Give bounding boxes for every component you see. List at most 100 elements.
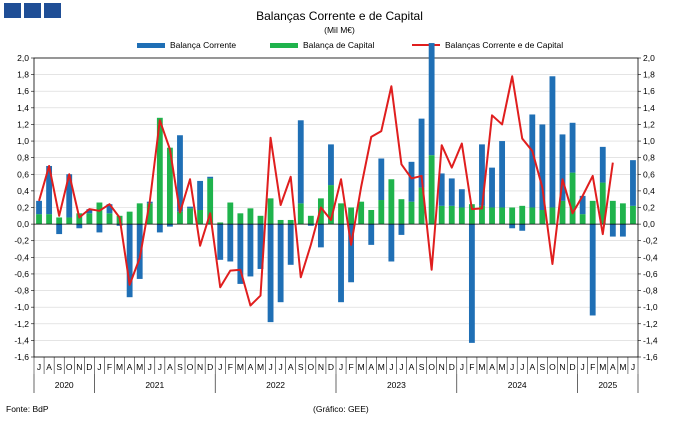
bar-balanca-capital bbox=[187, 208, 193, 225]
line-balancas-corrente-capital bbox=[38, 75, 614, 307]
bar-balanca-corrente bbox=[277, 224, 284, 303]
y-tick-label-right: -0,8 bbox=[643, 286, 658, 296]
bar-balanca-corrente bbox=[448, 178, 455, 206]
x-month-label: S bbox=[298, 362, 304, 372]
x-month-label: J bbox=[268, 362, 272, 372]
y-tick-label-left: 1,2 bbox=[17, 119, 29, 129]
bar-balanca-capital bbox=[368, 209, 375, 225]
y-tick-label-right: -1,2 bbox=[643, 319, 658, 329]
y-tick-label-left: 1,6 bbox=[17, 86, 29, 96]
bar-balanca-corrente bbox=[197, 180, 204, 210]
bar-balanca-capital bbox=[468, 204, 475, 225]
x-month-label: N bbox=[559, 362, 565, 372]
x-year-label: 2022 bbox=[266, 380, 285, 390]
legend-label-corrente: Balança Corrente bbox=[170, 40, 237, 50]
bar-balanca-capital bbox=[136, 203, 143, 225]
y-tick-label-right: 0,4 bbox=[643, 186, 655, 196]
bar-balanca-corrente bbox=[76, 224, 83, 229]
logo-block-3 bbox=[44, 3, 61, 18]
bar-balanca-corrente bbox=[479, 144, 485, 206]
x-month-label: N bbox=[318, 362, 324, 372]
bar-balanca-corrente bbox=[468, 224, 475, 343]
y-tick-label-left: 0,4 bbox=[17, 186, 29, 196]
bar-balanca-capital bbox=[398, 199, 405, 225]
bar-balanca-capital bbox=[197, 209, 204, 225]
bar-balanca-corrente bbox=[227, 224, 234, 262]
x-month-label: O bbox=[187, 362, 194, 372]
bar-balanca-corrente bbox=[428, 43, 435, 156]
bar-balanca-capital bbox=[56, 217, 63, 225]
x-month-label: A bbox=[409, 362, 415, 372]
bar-balanca-capital bbox=[287, 219, 294, 225]
bar-balanca-corrente bbox=[86, 209, 93, 214]
bar-balanca-capital bbox=[126, 211, 133, 225]
bar-balanca-corrente bbox=[247, 224, 254, 277]
x-year-label: 2025 bbox=[598, 380, 617, 390]
bar-balanca-corrente bbox=[287, 224, 294, 265]
bar-balanca-corrente bbox=[348, 224, 355, 283]
x-month-label: O bbox=[549, 362, 556, 372]
x-month-label: A bbox=[127, 362, 133, 372]
y-tick-label-right: 1,4 bbox=[643, 103, 655, 113]
bar-balanca-corrente bbox=[619, 224, 626, 237]
bar-balanca-corrente bbox=[509, 224, 516, 229]
y-tick-label-left: -0,2 bbox=[14, 236, 29, 246]
y-tick-label-left: -1,4 bbox=[14, 335, 29, 345]
y-tick-label-right: 0,6 bbox=[643, 169, 655, 179]
x-month-label: J bbox=[399, 362, 403, 372]
y-tick-label-left: 0,0 bbox=[17, 219, 29, 229]
bar-balanca-capital bbox=[328, 185, 334, 225]
bar-balanca-corrente bbox=[549, 76, 556, 208]
y-tick-label-right: 1,8 bbox=[643, 70, 655, 80]
bar-balanca-corrente bbox=[458, 189, 465, 208]
x-month-label: A bbox=[368, 362, 374, 372]
x-year-label: 2024 bbox=[508, 380, 527, 390]
legend-swatch-total bbox=[412, 44, 440, 46]
x-year-label: 2020 bbox=[55, 380, 74, 390]
y-tick-label-right: 0,2 bbox=[643, 203, 655, 213]
y-tick-label-left: 0,6 bbox=[17, 169, 29, 179]
x-month-label: O bbox=[308, 362, 315, 372]
bar-balanca-capital bbox=[358, 201, 365, 225]
bar-balanca-capital bbox=[307, 215, 314, 225]
x-month-label: A bbox=[167, 362, 173, 372]
bar-balanca-capital bbox=[257, 215, 264, 225]
bar-balanca-capital bbox=[247, 208, 254, 225]
legend-swatch-capital bbox=[270, 42, 298, 48]
x-month-label: M bbox=[237, 362, 244, 372]
bar-balanca-capital bbox=[619, 203, 626, 225]
x-month-label: J bbox=[37, 362, 41, 372]
bar-balanca-capital bbox=[156, 117, 163, 225]
bar-balanca-corrente bbox=[126, 224, 133, 298]
bar-balanca-corrente bbox=[156, 224, 163, 233]
x-month-label: D bbox=[207, 362, 213, 372]
bar-balanca-capital bbox=[408, 201, 415, 225]
y-tick-label-right: 0,0 bbox=[643, 219, 655, 229]
x-month-label: F bbox=[590, 362, 595, 372]
bar-balanca-capital bbox=[46, 214, 53, 225]
x-month-label: M bbox=[619, 362, 626, 372]
x-month-label: J bbox=[581, 362, 585, 372]
x-month-label: J bbox=[148, 362, 152, 372]
bar-balanca-corrente bbox=[96, 224, 103, 233]
x-month-label: J bbox=[460, 362, 464, 372]
legend: Balança Corrente Balança de Capital Bala… bbox=[0, 40, 679, 52]
y-tick-label-right: 2,0 bbox=[643, 53, 655, 63]
bar-balanca-corrente bbox=[257, 224, 264, 269]
logo bbox=[4, 3, 61, 18]
bar-balanca-capital bbox=[519, 205, 526, 225]
bar-balanca-corrente bbox=[338, 224, 344, 303]
chart-title: Balanças Corrente e de Capital bbox=[256, 9, 423, 23]
x-month-label: J bbox=[158, 362, 162, 372]
bar-balanca-capital bbox=[509, 207, 516, 225]
bar-balanca-corrente bbox=[66, 174, 73, 218]
y-tick-label-right: 1,2 bbox=[643, 119, 655, 129]
bar-balanca-capital bbox=[448, 205, 455, 225]
y-tick-label-right: -1,0 bbox=[643, 302, 658, 312]
x-month-label: O bbox=[428, 362, 435, 372]
bar-balanca-capital bbox=[166, 147, 173, 225]
bar-balanca-corrente bbox=[267, 224, 274, 323]
bar-balanca-capital bbox=[479, 205, 485, 225]
credit-note: (Gráfico: GEE) bbox=[313, 404, 369, 414]
